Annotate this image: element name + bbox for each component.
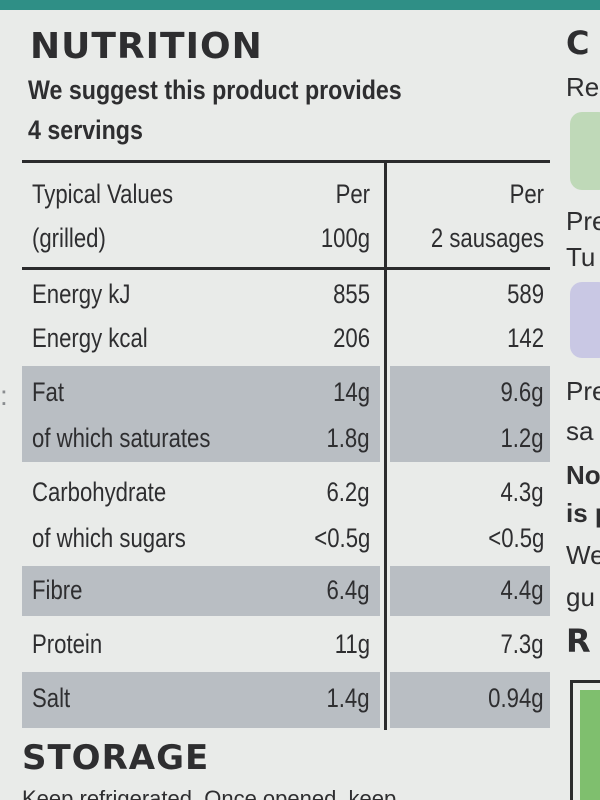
row-per-100g: 6.4g xyxy=(326,575,370,605)
adjacent-green-stripe xyxy=(580,690,600,800)
header-per-serving-line2: 2 sausages xyxy=(430,223,544,253)
adjacent-line: is p xyxy=(566,498,600,528)
header-per-100-line2: 100g xyxy=(320,223,370,253)
row-label: of which sugars xyxy=(32,523,186,553)
row-per-serving: 4.3g xyxy=(500,477,544,507)
row-label: Energy kJ xyxy=(32,279,131,309)
adjacent-line: We xyxy=(566,540,600,570)
row-per-100g: 6.2g xyxy=(326,477,370,507)
adjacent-heading-2: R xyxy=(566,622,591,660)
header-typical-values: Typical Values xyxy=(32,179,174,209)
row-label: Protein xyxy=(32,629,103,659)
row-per-serving: 9.6g xyxy=(500,377,544,407)
row-per-serving: 142 xyxy=(507,323,544,353)
adjacent-line: sa xyxy=(566,416,594,446)
teal-top-bar xyxy=(0,0,600,10)
header-per-100-line1: Per xyxy=(335,179,370,209)
table-top-rule xyxy=(22,160,550,163)
adjacent-line: No xyxy=(566,460,600,490)
left-edge-mark: : xyxy=(0,380,8,411)
row-label: Energy kcal xyxy=(32,323,148,353)
row-per-100g: 11g xyxy=(334,629,370,659)
nutrition-table: Typical Values (grilled) Per 100g Per 2 … xyxy=(22,160,550,730)
row-label: Salt xyxy=(32,683,71,713)
adjacent-heading: C xyxy=(566,24,590,62)
row-per-100g: 855 xyxy=(333,279,370,309)
row-per-serving: <0.5g xyxy=(487,523,544,553)
row-per-100g: 1.4g xyxy=(326,683,370,713)
fibre-band xyxy=(22,566,550,616)
header-per-serving-line1: Per xyxy=(509,179,544,209)
row-per-serving: 1.2g xyxy=(500,423,544,453)
nutrition-title: NUTRITION xyxy=(30,26,263,67)
row-per-100g: 206 xyxy=(333,323,370,353)
adjacent-line: gu xyxy=(566,582,595,612)
adjacent-violet-box xyxy=(570,282,600,358)
row-per-serving: 589 xyxy=(507,279,544,309)
adjacent-panel: C Re Pre Tu Pre sa No is p We gu R xyxy=(558,10,600,800)
row-per-100g: <0.5g xyxy=(313,523,370,553)
adjacent-line: Pre xyxy=(566,206,600,236)
row-per-serving: 0.94g xyxy=(488,683,544,713)
salt-band xyxy=(22,672,550,728)
storage-title: STORAGE xyxy=(22,738,210,778)
row-per-serving: 7.3g xyxy=(500,629,544,659)
row-per-serving: 4.4g xyxy=(500,575,544,605)
row-label: Fibre xyxy=(32,575,83,605)
adjacent-line: Pre xyxy=(566,376,600,406)
row-label: Fat xyxy=(32,377,64,407)
adjacent-outline-box xyxy=(570,680,600,800)
row-label: of which saturates xyxy=(32,423,211,453)
header-rule xyxy=(22,267,550,270)
adjacent-line: Tu xyxy=(566,242,596,272)
servings-note-line2: 4 servings xyxy=(28,115,143,145)
row-label: Carbohydrate xyxy=(32,477,167,507)
storage-text: Keep refrigerated. Once opened, keep xyxy=(22,786,397,800)
row-per-100g: 1.8g xyxy=(326,423,370,453)
row-per-100g: 14g xyxy=(333,377,370,407)
servings-note-line1: We suggest this product provides xyxy=(28,75,402,105)
header-grilled: (grilled) xyxy=(32,223,106,253)
column-divider xyxy=(384,160,387,730)
adjacent-line: Re xyxy=(566,72,600,102)
adjacent-green-box xyxy=(570,112,600,190)
servings-note: We suggest this product provides 4 servi… xyxy=(28,70,406,150)
